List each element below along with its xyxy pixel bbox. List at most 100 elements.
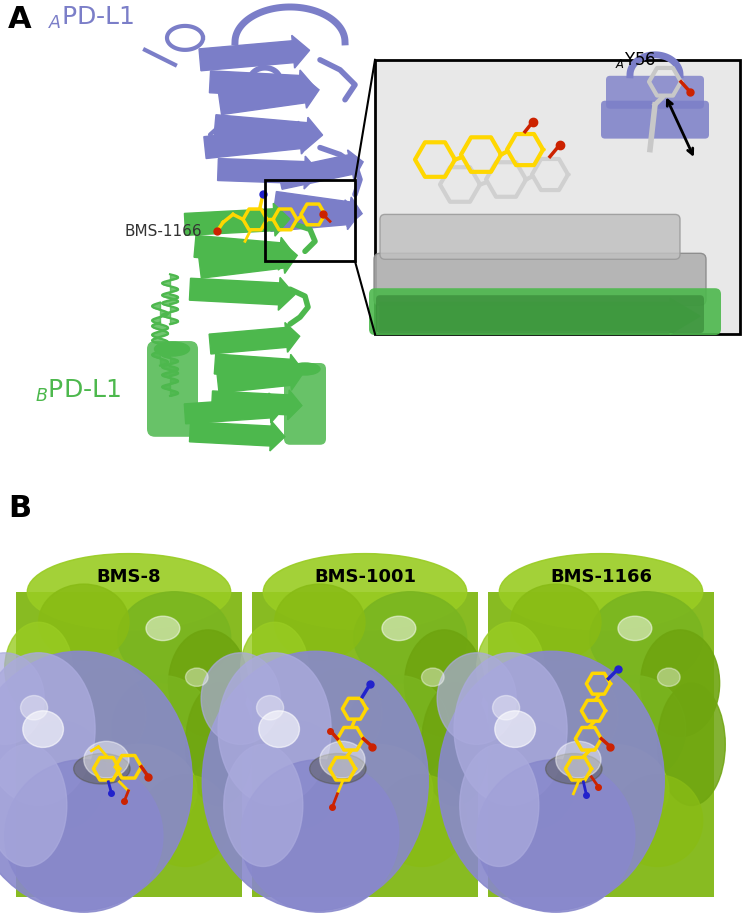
Ellipse shape xyxy=(438,651,664,911)
FancyArrow shape xyxy=(214,354,303,384)
Ellipse shape xyxy=(421,668,444,686)
Text: BMS-8: BMS-8 xyxy=(97,568,161,585)
Ellipse shape xyxy=(84,741,129,778)
Ellipse shape xyxy=(492,695,520,720)
Ellipse shape xyxy=(38,585,129,660)
FancyArrow shape xyxy=(185,203,290,236)
FancyArrow shape xyxy=(189,421,285,451)
Ellipse shape xyxy=(146,616,180,641)
FancyArrow shape xyxy=(269,200,360,231)
Ellipse shape xyxy=(224,744,303,867)
Ellipse shape xyxy=(201,653,280,744)
Ellipse shape xyxy=(421,683,489,806)
Ellipse shape xyxy=(27,553,231,630)
Text: BMS-1001: BMS-1001 xyxy=(314,568,416,585)
Ellipse shape xyxy=(185,683,253,806)
Ellipse shape xyxy=(510,585,601,660)
Ellipse shape xyxy=(140,774,231,867)
Ellipse shape xyxy=(556,744,669,836)
FancyBboxPatch shape xyxy=(374,254,706,305)
Ellipse shape xyxy=(23,711,63,748)
Ellipse shape xyxy=(185,668,208,686)
Ellipse shape xyxy=(641,630,719,737)
Ellipse shape xyxy=(320,741,365,778)
Ellipse shape xyxy=(310,753,366,784)
Ellipse shape xyxy=(499,553,703,630)
Ellipse shape xyxy=(477,622,544,714)
FancyArrow shape xyxy=(204,122,317,159)
Bar xyxy=(265,180,355,261)
Bar xyxy=(488,592,714,897)
Ellipse shape xyxy=(320,744,433,836)
FancyArrow shape xyxy=(198,241,297,278)
Ellipse shape xyxy=(259,711,299,748)
Text: $_A$Y56: $_A$Y56 xyxy=(615,50,656,70)
Ellipse shape xyxy=(546,753,602,784)
FancyBboxPatch shape xyxy=(606,76,704,109)
Ellipse shape xyxy=(382,616,416,641)
Ellipse shape xyxy=(218,653,331,806)
Ellipse shape xyxy=(376,774,467,867)
Ellipse shape xyxy=(477,760,635,912)
Ellipse shape xyxy=(67,668,146,760)
Ellipse shape xyxy=(348,676,449,783)
Ellipse shape xyxy=(155,342,189,356)
Text: BMS-1166: BMS-1166 xyxy=(125,224,203,239)
Ellipse shape xyxy=(118,592,231,683)
Ellipse shape xyxy=(84,744,197,836)
Ellipse shape xyxy=(437,653,516,744)
FancyArrow shape xyxy=(218,156,320,189)
Ellipse shape xyxy=(112,676,213,783)
FancyArrow shape xyxy=(194,235,295,270)
Ellipse shape xyxy=(584,676,685,783)
Text: A: A xyxy=(8,5,32,34)
Ellipse shape xyxy=(405,630,483,737)
FancyArrow shape xyxy=(217,361,302,393)
Ellipse shape xyxy=(303,668,382,760)
Ellipse shape xyxy=(241,760,399,912)
Ellipse shape xyxy=(252,722,342,828)
Ellipse shape xyxy=(202,651,428,911)
Ellipse shape xyxy=(256,695,284,720)
FancyArrow shape xyxy=(211,390,302,420)
Ellipse shape xyxy=(495,711,535,748)
FancyBboxPatch shape xyxy=(376,295,704,333)
FancyBboxPatch shape xyxy=(380,215,680,259)
Ellipse shape xyxy=(5,760,163,912)
FancyArrow shape xyxy=(278,150,363,189)
Bar xyxy=(16,592,242,897)
Text: BMS-1166: BMS-1166 xyxy=(550,568,652,585)
FancyArrow shape xyxy=(210,70,315,103)
Ellipse shape xyxy=(657,683,725,806)
Ellipse shape xyxy=(0,653,44,744)
FancyArrow shape xyxy=(214,114,323,150)
Text: $_B$PD-L1: $_B$PD-L1 xyxy=(35,378,121,404)
Ellipse shape xyxy=(241,622,308,714)
Ellipse shape xyxy=(556,741,601,778)
FancyArrow shape xyxy=(274,192,362,227)
Text: B: B xyxy=(8,493,31,523)
FancyBboxPatch shape xyxy=(284,363,326,444)
Ellipse shape xyxy=(74,753,130,784)
FancyArrow shape xyxy=(380,298,700,334)
Ellipse shape xyxy=(20,695,48,720)
Ellipse shape xyxy=(539,668,618,760)
Bar xyxy=(375,60,740,334)
Ellipse shape xyxy=(16,722,106,828)
Bar xyxy=(252,592,478,897)
Ellipse shape xyxy=(0,653,95,806)
Ellipse shape xyxy=(0,744,67,867)
Ellipse shape xyxy=(657,668,680,686)
FancyBboxPatch shape xyxy=(601,100,709,138)
FancyArrow shape xyxy=(209,323,299,354)
Ellipse shape xyxy=(169,630,247,737)
FancyArrow shape xyxy=(219,76,319,114)
Ellipse shape xyxy=(618,616,652,641)
FancyArrow shape xyxy=(189,278,295,311)
FancyBboxPatch shape xyxy=(147,341,198,437)
Ellipse shape xyxy=(612,774,703,867)
Ellipse shape xyxy=(263,553,467,630)
Ellipse shape xyxy=(454,653,567,806)
Ellipse shape xyxy=(274,585,365,660)
Ellipse shape xyxy=(5,622,72,714)
